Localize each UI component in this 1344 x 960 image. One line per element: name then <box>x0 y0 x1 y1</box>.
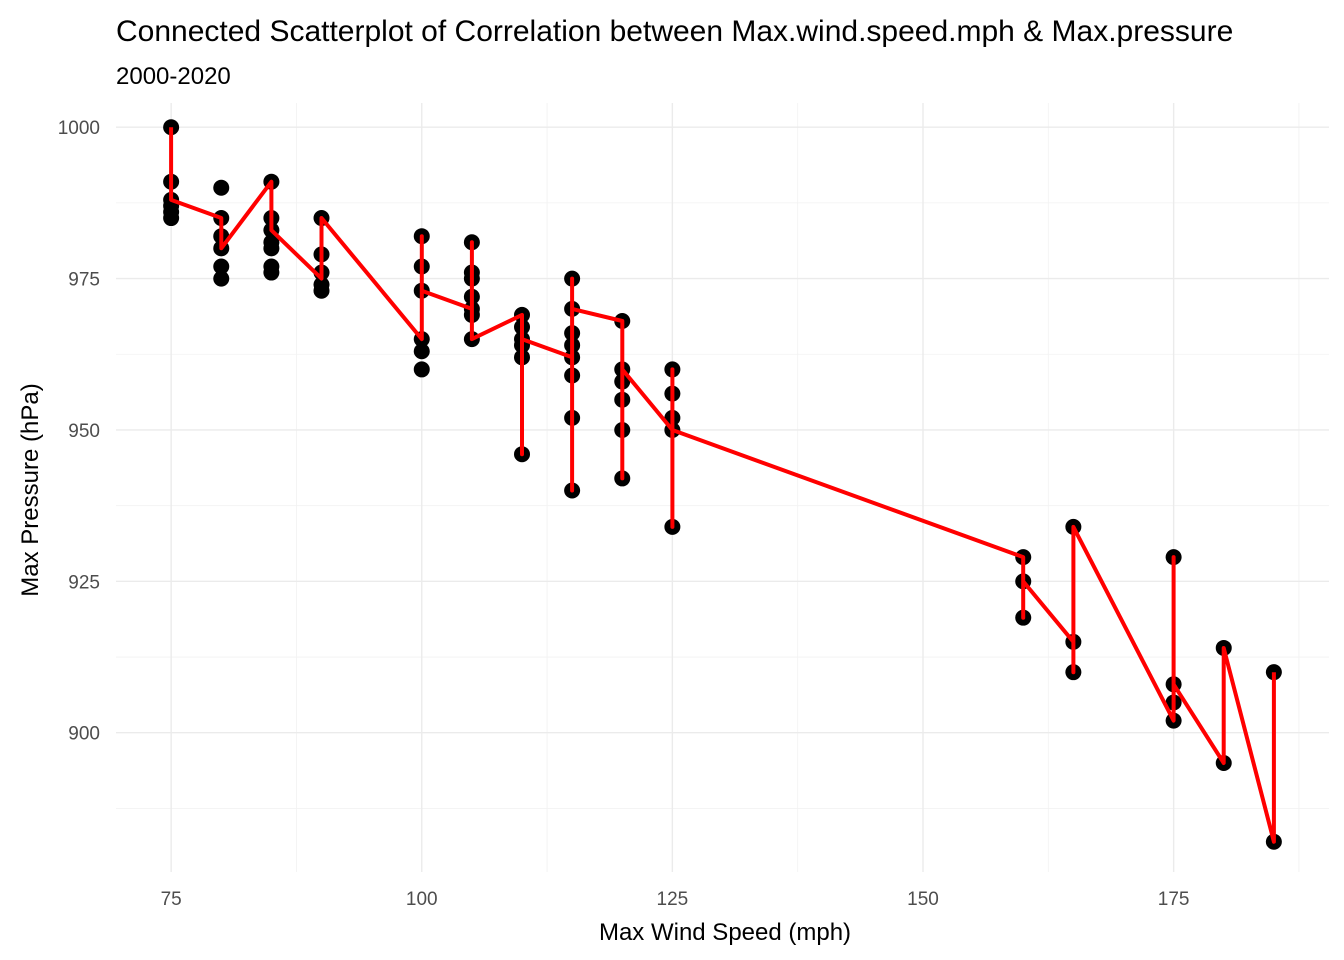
data-point <box>213 270 230 287</box>
connecting-line <box>169 127 1276 844</box>
chart-subtitle: 2000-2020 <box>116 63 231 90</box>
connecting-line-layer <box>169 127 1276 844</box>
y-tick-label: 950 <box>68 421 100 442</box>
data-point <box>313 282 330 299</box>
data-point <box>413 361 430 378</box>
data-point <box>213 179 230 196</box>
y-tick-label: 1000 <box>58 118 100 139</box>
x-tick-label: 75 <box>161 889 182 910</box>
x-tick-label: 150 <box>907 889 939 910</box>
y-axis-title: Max Pressure (hPa) <box>17 383 44 596</box>
data-point <box>213 258 230 275</box>
y-tick-label: 900 <box>68 724 100 745</box>
data-point <box>413 343 430 360</box>
x-tick-label: 125 <box>657 889 689 910</box>
tick-labels: 75 100 125 150 175 900 925 950 975 1000 <box>58 118 1190 910</box>
grid <box>116 103 1329 872</box>
data-point <box>163 210 180 227</box>
data-point <box>263 264 280 281</box>
y-tick-label: 925 <box>68 572 100 593</box>
x-tick-label: 100 <box>406 889 438 910</box>
point-layer <box>163 119 1282 850</box>
y-tick-label: 975 <box>68 270 100 291</box>
x-axis-title: Max Wind Speed (mph) <box>599 919 851 946</box>
data-point <box>263 240 280 257</box>
x-tick-label: 175 <box>1158 889 1190 910</box>
chart-title: Connected Scatterplot of Correlation bet… <box>116 15 1233 48</box>
data-point <box>1265 664 1282 681</box>
